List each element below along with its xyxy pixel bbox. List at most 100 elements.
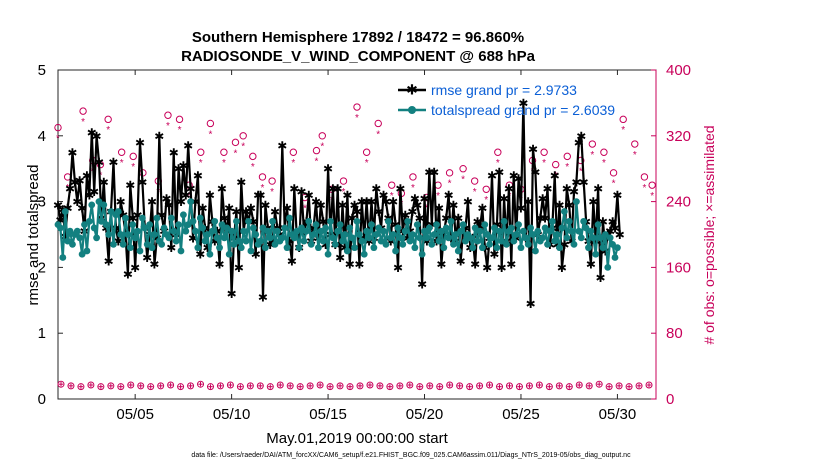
totalspread-point — [356, 231, 363, 238]
totalspread-point — [360, 250, 368, 258]
rmse-point: ✱ — [453, 212, 463, 226]
rmse-point: ✱ — [386, 235, 396, 249]
totalspread-point — [208, 227, 216, 235]
totalspread-point — [413, 221, 421, 229]
rmse-point: ✱ — [359, 231, 369, 245]
rmse-point: ✱ — [526, 297, 536, 311]
obs-possible-marker — [600, 148, 608, 156]
totalspread-point — [481, 221, 489, 229]
totalspread-point — [459, 221, 467, 229]
rmse-point: ✱ — [429, 165, 439, 179]
totalspread-point — [110, 240, 117, 248]
rmse-point: ✱ — [569, 185, 579, 199]
rmse-point: ✱ — [304, 189, 314, 203]
obs-possible-marker — [648, 181, 656, 189]
totalspread-point — [225, 250, 233, 258]
totalspread-point — [346, 224, 354, 232]
totalspread-point — [382, 240, 390, 248]
totalspread-point — [57, 224, 64, 232]
obs-assimilated-marker: * — [106, 125, 110, 136]
totalspread-point — [488, 234, 496, 242]
totalspread-point — [223, 224, 231, 232]
totalspread-point — [498, 237, 506, 245]
totalspread-point — [565, 217, 573, 225]
obs-possible-marker — [175, 115, 184, 124]
obs-bottom-possible-marker — [615, 382, 623, 390]
obs-possible-marker — [640, 173, 649, 181]
rmse-point: ✱ — [518, 96, 528, 110]
obs-bottom-possible-marker — [137, 382, 145, 390]
rmse-point: ✱ — [256, 189, 266, 203]
rmse-point: ✱ — [270, 205, 280, 219]
obs-possible-marker — [445, 169, 454, 177]
rmse-point: ✱ — [323, 162, 333, 176]
obs-bottom-possible-marker — [97, 383, 105, 391]
rmse-point: ✱ — [374, 205, 384, 219]
rmse-point: ✱ — [588, 195, 598, 209]
obs-possible-marker — [494, 148, 502, 156]
x-tick-label: 05/30 — [599, 406, 637, 423]
rmse-point: ✱ — [612, 189, 622, 203]
obs-bottom-possible-marker — [316, 381, 324, 389]
rmse-point: ✱ — [492, 218, 502, 232]
obs-bottom-possible-marker — [127, 381, 135, 389]
obs-assimilated-marker: * — [234, 148, 238, 159]
y-axis-right-label: # of obs: o=possible; ×=assimilated — [701, 125, 717, 344]
obs-possible-marker — [79, 107, 87, 115]
rmse-point: ✱ — [333, 182, 343, 196]
rmse-point: ✱ — [193, 169, 203, 183]
rmse-point: ✱ — [574, 136, 584, 150]
rmse-point: ✱ — [205, 189, 215, 203]
rmse-point: ✱ — [366, 195, 376, 209]
obs-bottom-possible-marker — [525, 382, 533, 390]
totalspread-point — [524, 240, 532, 248]
obs-possible-marker — [588, 140, 597, 148]
totalspread-point — [278, 234, 286, 242]
totalspread-point — [580, 217, 588, 225]
rmse-point: ✱ — [362, 195, 372, 209]
totalspread-point — [69, 240, 76, 248]
rmse-point: ✱ — [248, 215, 258, 229]
y-tick-label: 4 — [38, 128, 46, 145]
rmse-point: ✱ — [282, 202, 292, 216]
obs-bottom-possible-marker — [276, 381, 284, 389]
rmse-point: ✱ — [253, 189, 263, 203]
obs-possible-marker — [54, 123, 62, 132]
totalspread-point — [252, 231, 260, 238]
legend-rmse-marker: ✱ — [406, 82, 418, 98]
obs-assimilated-marker: * — [390, 191, 394, 202]
obs-possible-marker — [362, 148, 371, 156]
totalspread-point — [196, 214, 204, 222]
totalspread-point — [589, 234, 597, 242]
obs-possible-marker — [129, 152, 137, 161]
totalspread-point — [64, 237, 72, 245]
totalspread-point — [587, 227, 595, 235]
obs-assimilated-marker: * — [131, 162, 135, 173]
totalspread-point — [293, 227, 301, 235]
rmse-point: ✱ — [540, 212, 550, 226]
rmse-point: ✱ — [94, 156, 104, 170]
totalspread-point — [539, 234, 547, 242]
rmse-point: ✱ — [113, 235, 123, 249]
obs-possible-marker — [339, 177, 348, 185]
totalspread-point — [370, 244, 378, 252]
obs-assimilated-marker: * — [448, 179, 452, 190]
totalspread-point — [274, 227, 281, 235]
totalspread-point — [606, 234, 614, 242]
rmse-point: ✱ — [236, 175, 246, 189]
totalspread-point — [519, 227, 527, 235]
totalspread-point — [527, 224, 535, 232]
y-right-tick-label: 320 — [666, 128, 691, 145]
y-tick-label: 5 — [38, 62, 46, 79]
totalspread-point — [440, 244, 448, 252]
totalspread-point — [416, 234, 424, 242]
obs-bottom-possible-marker — [605, 383, 613, 391]
totalspread-point — [247, 247, 255, 255]
totalspread-point — [358, 237, 366, 245]
totalspread-point — [486, 240, 494, 248]
totalspread-point — [558, 224, 566, 232]
obs-possible-marker — [563, 152, 571, 161]
totalspread-point — [271, 240, 279, 248]
totalspread-point — [283, 244, 291, 252]
